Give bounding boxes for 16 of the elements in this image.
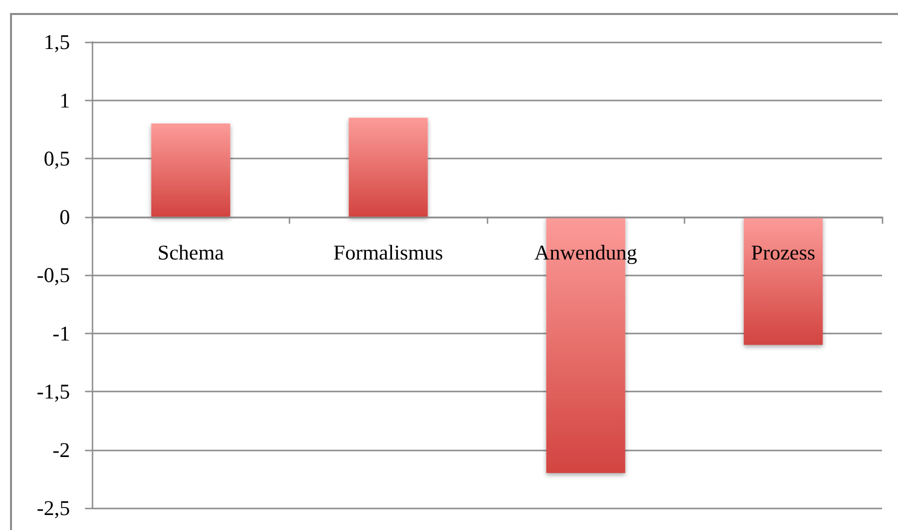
x-tick-label: Schema bbox=[158, 240, 225, 265]
y-tick-label: -2 bbox=[52, 438, 70, 462]
y-tick-label: -2,5 bbox=[36, 496, 70, 520]
y-tick-label: 1 bbox=[60, 88, 70, 112]
y-tick-label: -1 bbox=[52, 321, 70, 346]
y-tick-label: 0,5 bbox=[44, 146, 70, 170]
y-tick-label: -1,5 bbox=[36, 380, 70, 404]
bar bbox=[348, 118, 428, 217]
y-tick-label: 0 bbox=[60, 204, 70, 229]
y-tick-label: -0,5 bbox=[36, 263, 70, 287]
bar bbox=[151, 124, 230, 217]
bar bbox=[744, 216, 823, 345]
x-tick-label: Anwendung bbox=[534, 240, 638, 265]
x-tick-label: Formalismus bbox=[333, 240, 444, 265]
y-tick-label: 1,5 bbox=[44, 30, 70, 54]
x-tick-label: Prozess bbox=[751, 240, 816, 265]
